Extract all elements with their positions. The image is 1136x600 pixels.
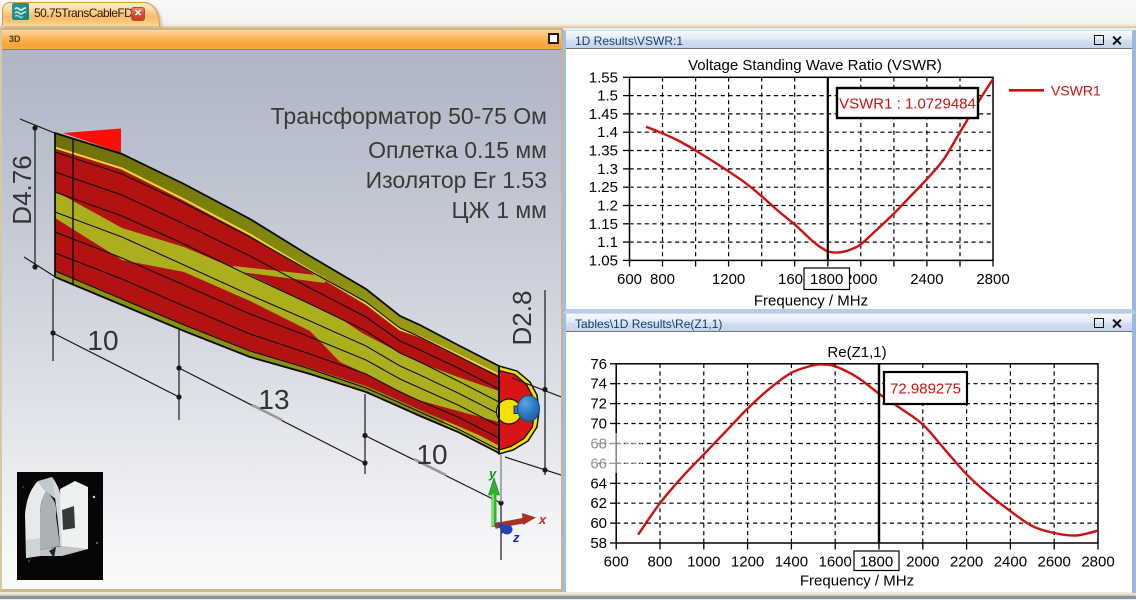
svg-text:1000: 1000 — [687, 554, 720, 571]
svg-text:600: 600 — [617, 271, 642, 288]
svg-text:1.35: 1.35 — [589, 143, 618, 160]
svg-text:1400: 1400 — [775, 554, 808, 571]
svg-text:D4.76: D4.76 — [7, 155, 37, 224]
svg-text:ЦЖ 1 мм: ЦЖ 1 мм — [452, 197, 547, 223]
svg-text:62: 62 — [590, 495, 607, 512]
svg-text:VSWR1: VSWR1 — [1051, 83, 1101, 99]
svg-text:1800: 1800 — [810, 271, 843, 288]
svg-text:x: x — [538, 512, 547, 527]
svg-text:1.45: 1.45 — [589, 106, 618, 123]
svg-text:1.2: 1.2 — [597, 198, 618, 215]
svg-text:600: 600 — [604, 554, 629, 571]
svg-text:13: 13 — [258, 384, 289, 415]
svg-text:1.4: 1.4 — [597, 124, 618, 141]
svg-text:1200: 1200 — [731, 554, 764, 571]
svg-text:72: 72 — [590, 396, 607, 413]
svg-text:76: 76 — [590, 356, 607, 373]
svg-text:10: 10 — [87, 325, 118, 356]
svg-text:74: 74 — [590, 376, 607, 393]
svg-text:Оплетка 0.15 мм: Оплетка 0.15 мм — [368, 137, 547, 163]
svg-text:2600: 2600 — [1038, 554, 1071, 571]
svg-text:60: 60 — [590, 515, 607, 532]
svg-text:72.989275: 72.989275 — [890, 381, 961, 398]
svg-text:800: 800 — [647, 554, 672, 571]
svg-text:1800: 1800 — [860, 554, 893, 571]
svg-text:1600: 1600 — [778, 271, 811, 288]
svg-text:1.25: 1.25 — [589, 179, 618, 196]
svg-text:2200: 2200 — [950, 554, 983, 571]
svg-text:Изолятор Er 1.53: Изолятор Er 1.53 — [366, 167, 547, 193]
svg-text:Voltage Standing Wave Ratio (V: Voltage Standing Wave Ratio (VSWR) — [688, 57, 942, 74]
svg-text:70: 70 — [590, 416, 607, 433]
svg-text:2000: 2000 — [906, 554, 939, 571]
svg-text:1600: 1600 — [819, 554, 852, 571]
svg-text:D2.8: D2.8 — [507, 291, 537, 346]
svg-text:1.05: 1.05 — [589, 252, 618, 269]
svg-text:64: 64 — [590, 475, 607, 492]
svg-text:58: 58 — [590, 535, 607, 552]
svg-text:2800: 2800 — [1081, 554, 1114, 571]
svg-text:66: 66 — [590, 455, 607, 472]
svg-text:Re(Z1,1): Re(Z1,1) — [827, 344, 886, 361]
svg-text:1200: 1200 — [712, 271, 745, 288]
svg-text:1.15: 1.15 — [589, 216, 618, 233]
svg-text:1.55: 1.55 — [589, 69, 618, 86]
svg-text:2400: 2400 — [994, 554, 1027, 571]
svg-text:800: 800 — [650, 271, 675, 288]
svg-text:2400: 2400 — [910, 271, 943, 288]
svg-text:1.1: 1.1 — [597, 234, 618, 251]
svg-text:2800: 2800 — [976, 271, 1009, 288]
svg-text:Трансформатор 50-75 Ом: Трансформатор 50-75 Ом — [271, 103, 547, 129]
svg-text:Frequency / MHz: Frequency / MHz — [800, 573, 914, 590]
svg-text:1.5: 1.5 — [597, 88, 618, 105]
svg-text:y: y — [488, 466, 497, 481]
svg-text:1.3: 1.3 — [597, 161, 618, 178]
svg-text:Frequency / MHz: Frequency / MHz — [754, 293, 868, 310]
svg-text:VSWR1 : 1.0729484: VSWR1 : 1.0729484 — [839, 96, 976, 113]
svg-text:10: 10 — [416, 439, 447, 470]
svg-text:68: 68 — [590, 436, 607, 453]
svg-text:2000: 2000 — [844, 271, 877, 288]
svg-text:z: z — [512, 530, 520, 545]
